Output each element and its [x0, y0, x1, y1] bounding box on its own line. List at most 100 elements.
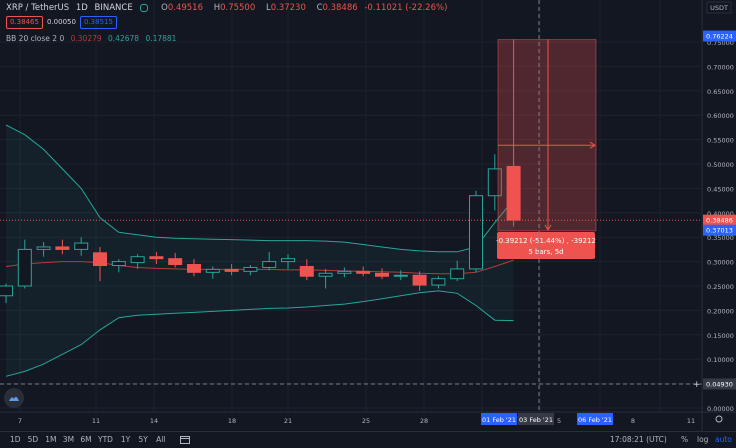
time-tick-label: 7	[18, 417, 22, 425]
time-tick-label: 14	[150, 417, 158, 425]
measure-tool: -0.39212 (-51.44%) , -39212 5 bars, 5d	[496, 39, 597, 259]
time-tick-label: 28	[420, 417, 428, 425]
market-status-icon	[140, 3, 149, 12]
crosshair-price-badge-bg	[703, 378, 736, 390]
price-tick-label: 0.10000	[707, 356, 734, 364]
clock-time[interactable]: 17:08:21 (UTC)	[610, 435, 667, 444]
indicator-basis: 0.30279	[70, 34, 102, 43]
candle-body	[111, 261, 126, 267]
crosshair-price-badge: 0.04930	[706, 380, 733, 388]
close-value: 0.38486	[322, 3, 358, 13]
price-tick-label: 0.45000	[707, 185, 734, 193]
measure-label-box	[497, 232, 595, 259]
price-tick-label: 0.65000	[707, 88, 734, 96]
exchange-label: BINANCE	[94, 3, 133, 13]
candle-body	[262, 261, 277, 268]
candle	[356, 266, 371, 277]
last-price-badge: 0.38486	[706, 217, 733, 225]
price-tick-label: 0.00000	[707, 405, 734, 413]
timeframe-button[interactable]: 6M	[80, 435, 92, 444]
timeframe-button[interactable]: All	[156, 435, 166, 444]
timeframe-button[interactable]: 1M	[45, 435, 57, 444]
candle	[74, 237, 89, 256]
timeframe-button[interactable]: 3M	[62, 435, 75, 444]
countdown-badge-bg	[703, 224, 736, 236]
high-label: H	[213, 3, 221, 13]
candle	[17, 239, 32, 289]
add-alert-icon[interactable]: +	[693, 380, 701, 390]
candle	[469, 190, 483, 273]
price-tick-label: 0.20000	[707, 307, 734, 315]
price-tick-label: 0.50000	[707, 161, 734, 169]
candle	[318, 268, 333, 289]
log-toggle[interactable]: log	[697, 435, 709, 444]
candle-body	[74, 242, 89, 250]
top-price-badge-bg	[703, 30, 736, 42]
bb-upper-line	[5, 124, 514, 253]
candle-body	[0, 285, 13, 297]
candle	[205, 266, 220, 279]
price-tick-label: 0.55000	[707, 137, 734, 145]
symbol-name[interactable]: XRP / TetherUS	[6, 3, 70, 13]
percent-toggle[interactable]: %	[681, 435, 689, 444]
price-axis[interactable]: USDT 0.75000 0.70000 0.65000 0.60000 0.55000 0…	[693, 0, 736, 431]
date-cross-badge-bg	[518, 413, 554, 425]
time-tick-label: 11	[687, 417, 695, 425]
candle-body	[318, 272, 333, 277]
auto-toggle[interactable]: auto	[715, 435, 732, 444]
settings-gear-icon[interactable]	[715, 415, 723, 423]
candle-body	[93, 252, 107, 267]
candle	[375, 268, 389, 280]
candle-body	[469, 195, 483, 270]
candle-body	[36, 246, 51, 250]
price-tick-label: 0.60000	[707, 112, 734, 120]
price-tick-label: 0.25000	[707, 283, 734, 291]
indicator-upper: 0.42678	[108, 34, 140, 43]
timeframe-button[interactable]: 5Y	[138, 435, 148, 444]
timeframe-button[interactable]: 1Y	[120, 435, 131, 444]
timeframe-button[interactable]: 1D	[10, 435, 21, 444]
countdown-badge: 0.37013	[706, 227, 733, 235]
candle-body	[168, 258, 183, 266]
candle-body	[55, 246, 70, 250]
candle-body	[412, 274, 427, 286]
date-start-badge-bg	[481, 413, 517, 425]
indicator-legend[interactable]: BB 20 close 2 0 0.30279 0.42678 0.17881	[6, 34, 180, 43]
crosshair	[0, 0, 702, 412]
candle	[168, 252, 183, 268]
ask-price[interactable]: 0.38515	[80, 16, 117, 29]
date-start-badge: 01 Feb '21	[482, 416, 516, 424]
candle-body	[393, 274, 408, 277]
bid-price[interactable]: 0.38465	[6, 16, 43, 29]
bollinger-bands	[5, 124, 514, 377]
ohlc-values: O0.49516 H0.75500 L0.37230 C0.38486 -0.1…	[157, 3, 447, 13]
timeframe-button[interactable]: YTD	[98, 435, 113, 444]
low-value: 0.37230	[270, 3, 306, 13]
candle-body	[356, 270, 371, 274]
high-value: 0.75500	[220, 3, 256, 13]
change-value: -0.11021 (-22.26%)	[364, 3, 448, 13]
open-value: 0.49516	[167, 3, 203, 13]
time-tick-label: 11	[92, 417, 100, 425]
currency-label[interactable]: USDT	[710, 4, 728, 12]
candle	[431, 276, 446, 289]
tradingview-logo-icon[interactable]	[4, 388, 24, 408]
price-tick-label: 0.70000	[707, 63, 734, 71]
price-tick-label: 0.15000	[707, 332, 734, 340]
date-range-icon[interactable]	[180, 435, 190, 446]
indicator-name: BB 20 close 2 0	[6, 34, 65, 43]
time-tick-label: 25	[362, 417, 370, 425]
candle	[262, 251, 277, 271]
interval-label[interactable]: 1D	[75, 3, 88, 13]
candle	[187, 259, 201, 277]
currency-box[interactable]	[706, 1, 732, 14]
price-tick-label: 0.75000	[707, 39, 734, 47]
candle	[243, 265, 258, 276]
candle-body	[187, 264, 201, 273]
timeframe-button[interactable]: 5D	[27, 435, 39, 444]
candle-body	[375, 272, 389, 277]
last-price-badge-bg	[703, 214, 736, 226]
candle	[224, 264, 239, 276]
